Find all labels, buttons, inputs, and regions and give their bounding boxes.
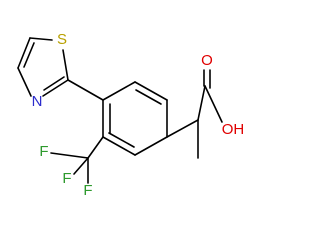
bond: [17, 37, 31, 69]
bond: [166, 119, 199, 138]
bond: [204, 85, 223, 123]
bond: [197, 85, 206, 121]
bond: [134, 81, 168, 101]
bond: [43, 76, 65, 91]
bond: [62, 49, 69, 81]
bond: [73, 157, 89, 175]
bond: [102, 136, 136, 156]
bond: [67, 79, 104, 101]
atom-label: O: [201, 52, 213, 69]
atom-label: F: [62, 170, 71, 187]
atom-label: S: [57, 31, 67, 48]
atom-label: N: [32, 93, 43, 110]
bond: [134, 136, 168, 156]
bond: [50, 152, 89, 159]
bonds: [17, 37, 223, 184]
bond: [23, 42, 35, 68]
atom-label: OH: [222, 121, 245, 138]
bond: [42, 79, 69, 97]
bond: [108, 132, 135, 148]
bond: [135, 89, 162, 105]
atom-label: F: [83, 182, 92, 199]
bond: [102, 81, 136, 101]
bond: [87, 136, 104, 159]
atom-label: F: [39, 143, 48, 160]
bond: [17, 67, 32, 97]
molecule-diagram: S N O OH F F F: [17, 31, 245, 199]
bond: [29, 37, 53, 41]
